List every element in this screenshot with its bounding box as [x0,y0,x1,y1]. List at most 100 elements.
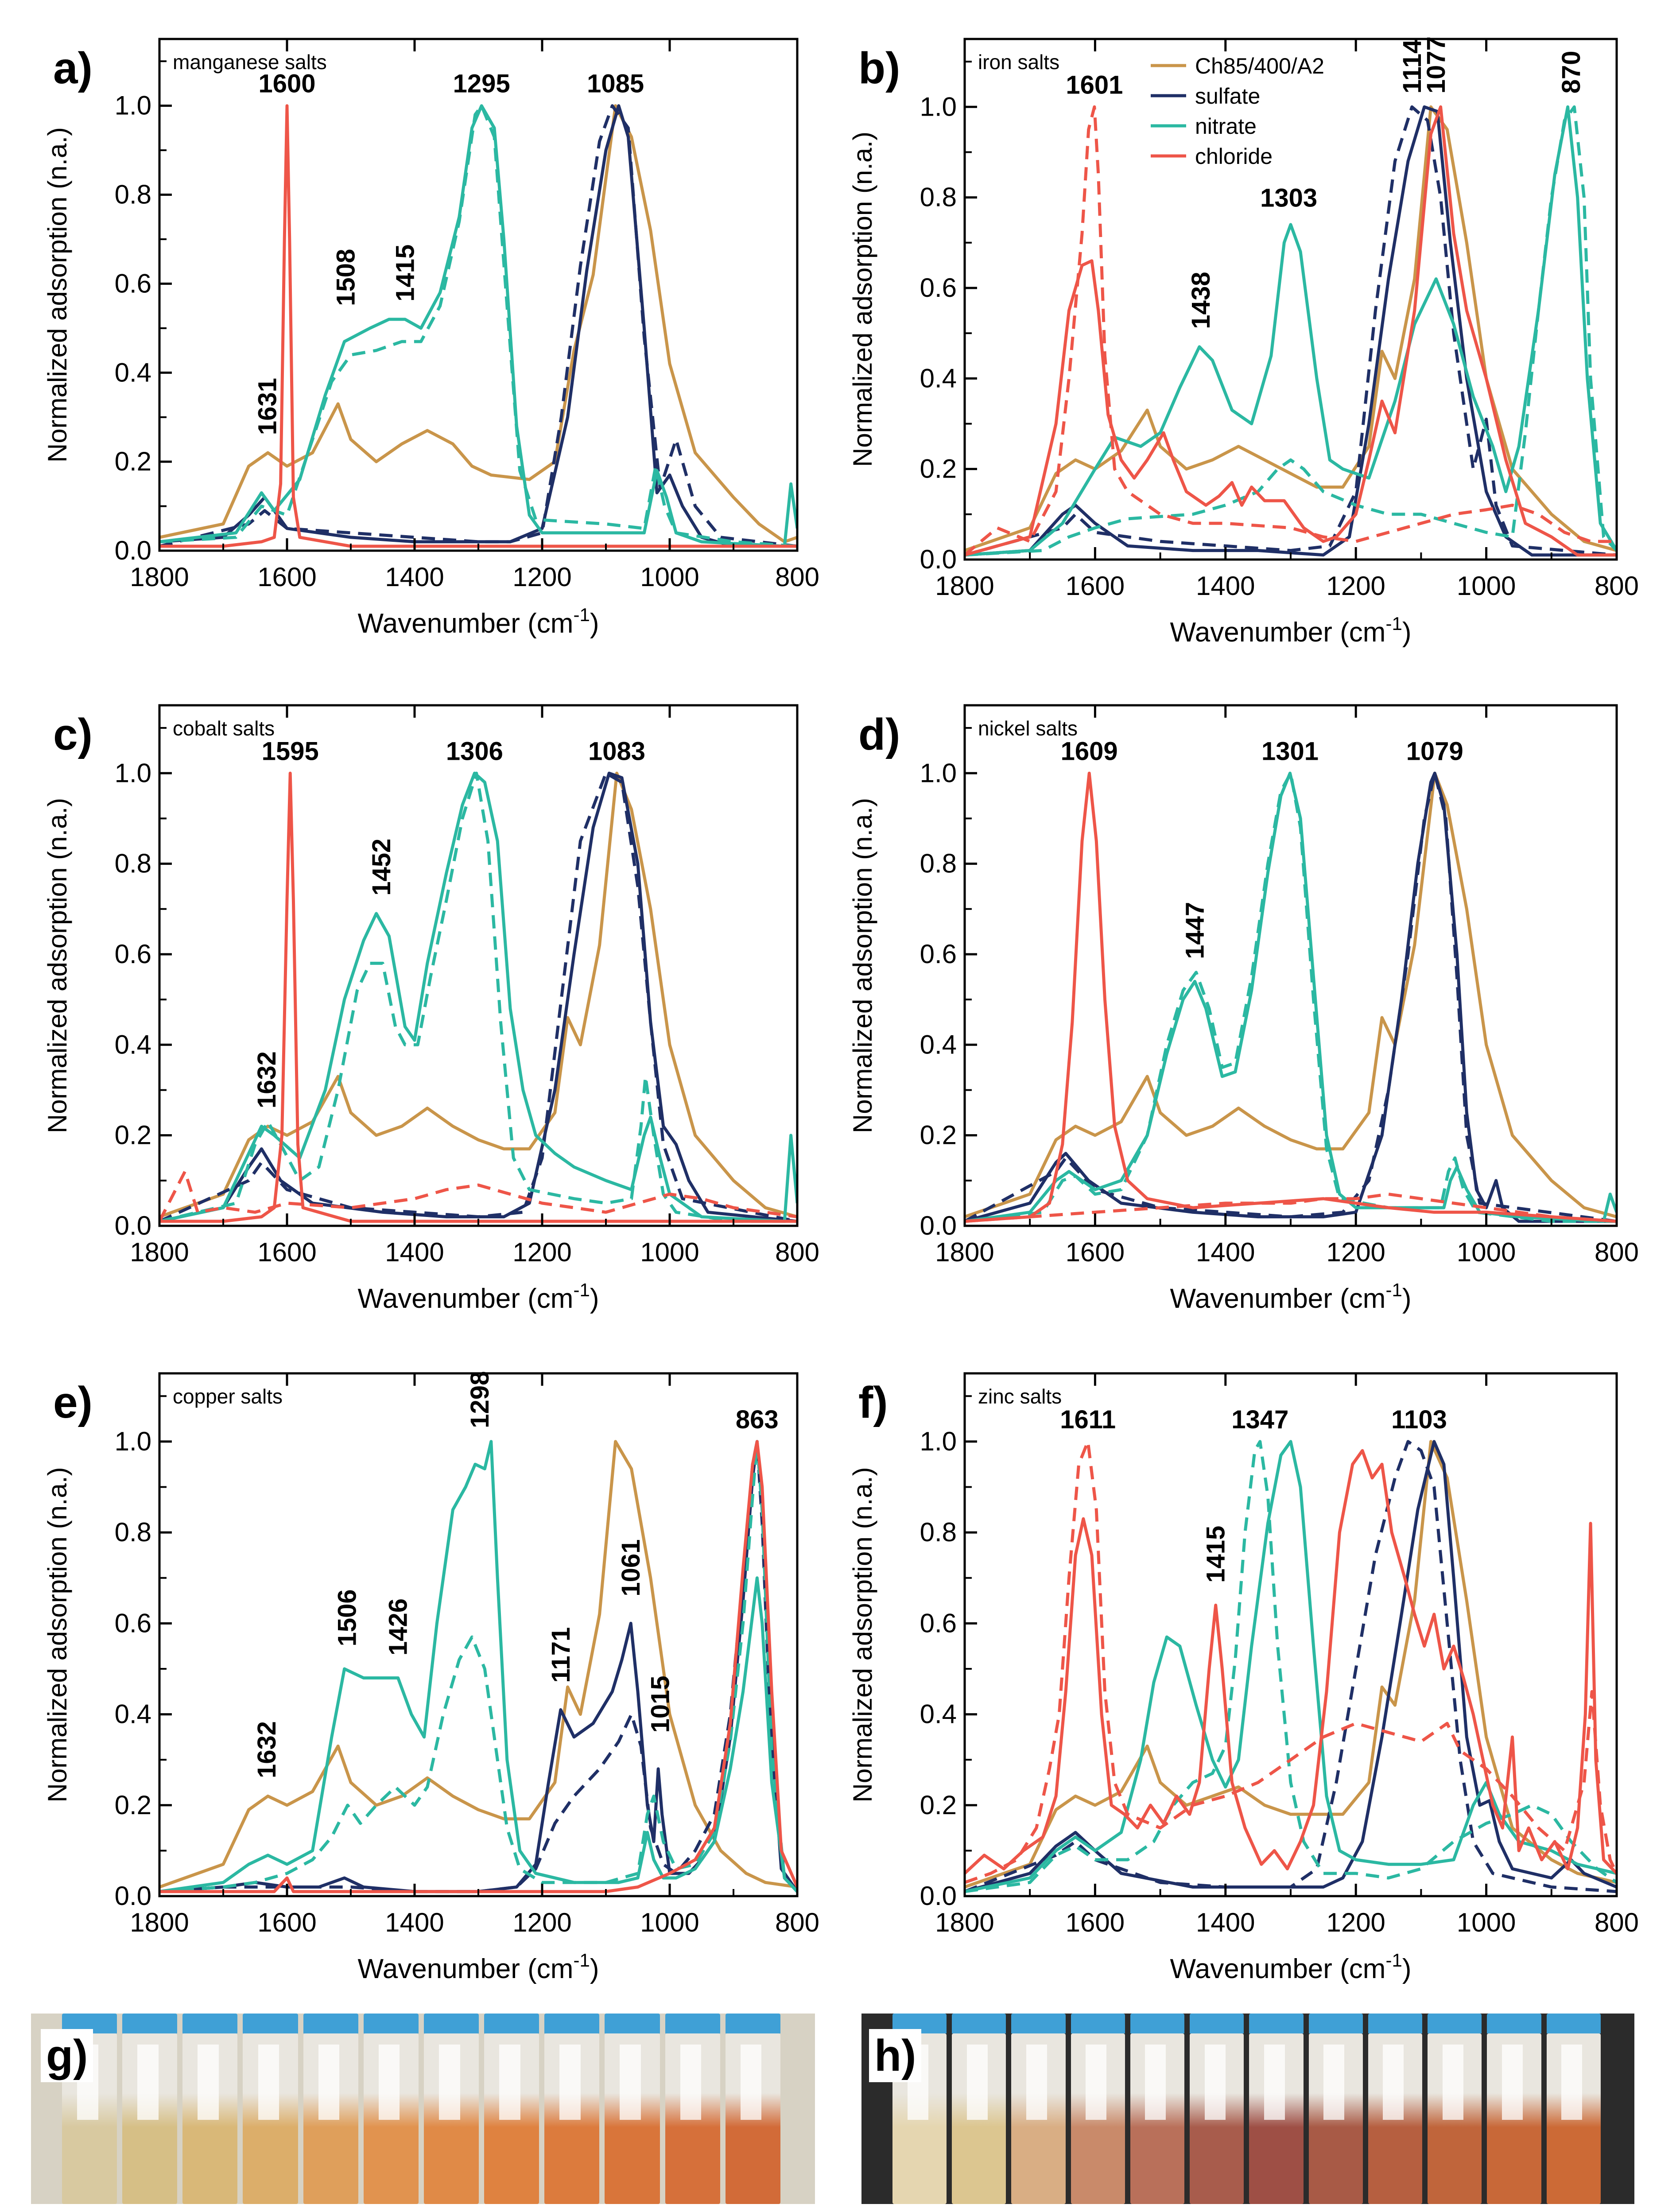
peak-label: 1452 [367,839,396,896]
tube-cap [182,2014,238,2033]
y-tick-label: 0.6 [920,1608,957,1638]
series-nitrate-dashed [159,771,797,1223]
x-tick-label: 1000 [1457,1908,1516,1937]
legend-label: Ch85/400/A2 [1195,54,1324,78]
tube-cap [423,2014,479,2033]
series-nitrate-dashed [965,105,1617,557]
tube-cap [1011,2014,1066,2033]
x-tick-label: 1800 [935,571,994,601]
tube-label-sticker [1264,2045,1285,2120]
x-tick-label: 1400 [1196,1237,1255,1267]
y-tick-label: 0.2 [920,1790,957,1820]
y-tick-label: 1.0 [920,758,957,788]
series-nitrate-solid [159,104,797,548]
x-tick-label: 1200 [1326,1237,1385,1267]
x-axis-label-close: ) [590,608,599,639]
tube-cap [1368,2014,1423,2033]
y-tick-label: 0.2 [115,1120,151,1150]
tube-cap [1308,2014,1363,2033]
tube-label-sticker [198,2045,219,2120]
y-tick-label: 0.8 [920,849,957,879]
series-chloride-solid [965,1449,1617,1875]
peak-label: 1631 [253,378,282,435]
series-chloride-dashed [159,1170,797,1222]
peak-label: 1079 [1406,737,1463,766]
y-tick-label: 0.4 [115,1699,151,1729]
tube-label-sticker [378,2045,400,2120]
legend-label: chloride [1195,144,1273,169]
y-tick-label: 0.2 [920,454,957,484]
chart-panel-e: 1800 1600 1400 1200 1000 800 0.0 0.2 0.4 0.6 0.8 1.… [43,1371,819,1984]
tube-cap [1190,2014,1244,2033]
peak-label: 1103 [1391,1405,1447,1434]
series-nitrate-solid [965,105,1617,557]
x-tick-label: 800 [775,1908,819,1937]
chart-panel-b: 1800 1600 1400 1200 1000 800 0.0 0.2 0.4 0.6 0.8 1.… [848,36,1639,648]
series-nitrate-solid [965,771,1617,1223]
x-tick-label: 1800 [130,1237,189,1267]
x-tick-label: 1400 [1196,571,1255,601]
series-sulfate-dashed [159,104,797,548]
x-tick-label: 800 [1595,1908,1639,1937]
peak-label: 1601 [1066,70,1123,99]
x-tick-label: 800 [1595,1237,1639,1267]
tube-cap [243,2014,298,2033]
tube-label-sticker [1383,2045,1404,2120]
panel-letter: b) [858,43,900,93]
tube-label-sticker [620,2045,641,2120]
panel-letter: a) [53,43,93,93]
photo-label-g: g) [41,2029,93,2082]
x-tick-label: 1000 [640,1908,699,1937]
x-tick-label: 1400 [385,1237,444,1267]
y-tick-label: 0.6 [920,273,957,303]
x-tick-label: 1000 [1457,1237,1516,1267]
series-sulfate-solid [965,771,1617,1223]
peak-label: 1426 [384,1598,413,1656]
x-axis-label: Wavenumber (cm-1) [1170,613,1412,648]
peak-label: 1077 [1422,36,1451,93]
tube-cap [122,2014,178,2033]
series-nitrate-dashed [965,1440,1617,1893]
x-tick-label: 1000 [1457,571,1516,601]
series-nitrate-solid [159,1440,797,1893]
peak-label: 1083 [588,737,645,766]
x-tick-label: 1400 [385,1908,444,1937]
tube-label-sticker [1204,2045,1226,2120]
series-sulfate-dashed [159,771,797,1223]
series-sulfate-solid [159,104,797,548]
series-chloride-dashed [965,105,1617,556]
plot-frame [963,1372,1618,1897]
y-tick-label: 0.8 [920,1517,957,1547]
panel-title: zinc salts [978,1385,1062,1408]
x-tick-label: 1200 [1326,571,1385,601]
y-axis-label: Normalized adsorption (n.a.) [43,1467,72,1802]
y-tick-label: 0.4 [115,1030,151,1059]
x-tick-label: 1000 [640,562,699,592]
tube-label-sticker [1442,2045,1463,2120]
x-axis-label-close: ) [1402,617,1412,648]
photo-label-h: h) [869,2029,922,2082]
series-sulfate-solid [965,105,1617,557]
series-nitrate-dashed [965,771,1617,1223]
series-ch85-400-a2-solid [965,771,1617,1218]
y-axis-label: Normalized adsorption (n.a.) [43,127,72,463]
x-axis-label-sup: -1 [1385,1279,1402,1300]
tube-label-sticker [680,2045,702,2120]
y-tick-label: 0.0 [115,1211,151,1240]
x-axis-label: Wavenumber (cm-1) [1170,1279,1412,1314]
tube-cap [1428,2014,1482,2033]
y-tick-label: 0.6 [115,1608,151,1638]
panel-letter: e) [53,1378,93,1427]
tube-cap [484,2014,539,2033]
y-axis-label: Normalized adsorption (n.a.) [848,798,877,1133]
y-tick-label: 0.2 [115,1790,151,1820]
x-tick-label: 1600 [257,1237,316,1267]
x-tick-label: 1800 [935,1237,994,1267]
series-sulfate-dashed [159,1440,797,1893]
x-axis-label-sup: -1 [573,1950,590,1971]
x-tick-label: 1200 [512,1237,571,1267]
peak-label: 1303 [1260,184,1317,213]
tube-label-sticker [966,2045,988,2120]
panel-title: manganese salts [173,51,327,74]
